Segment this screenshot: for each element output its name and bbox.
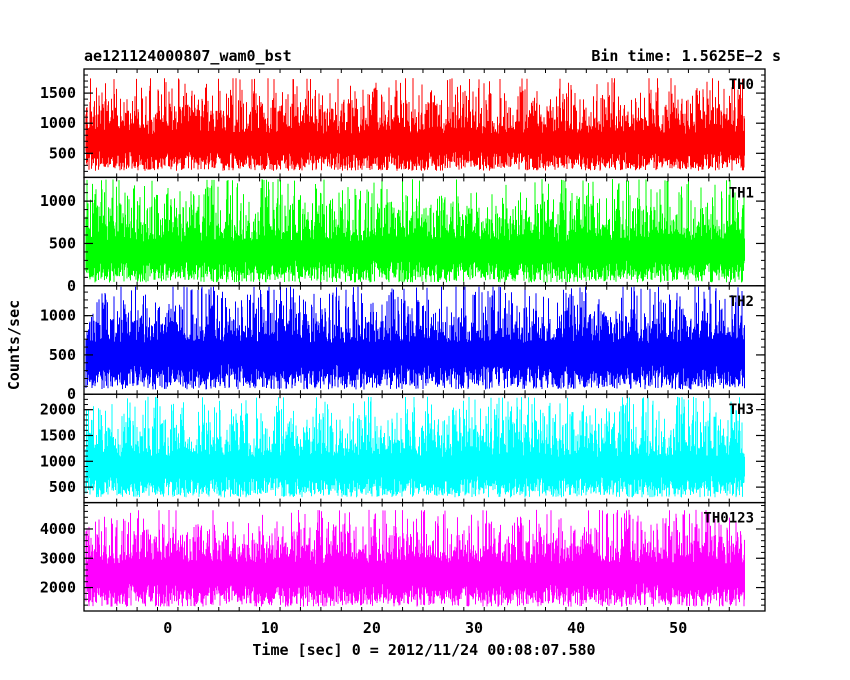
panel-label-th0123: TH0123: [703, 511, 754, 527]
panel-th0123: 2000 3000 4000 TH0123: [40, 501, 766, 612]
y-tick-label: 1000: [40, 114, 76, 132]
panel-label-th3: TH3: [729, 402, 754, 418]
y-tick-label: 500: [49, 144, 76, 162]
panel-th3: 500 1000 1500 2000 TH3: [40, 393, 766, 504]
header-left-title: ae121124000807_wam0_bst: [84, 47, 292, 65]
panel-th1: 0 500 1000 TH1: [40, 176, 766, 295]
y-tick-label: 4000: [40, 520, 76, 538]
y-tick-label: 1500: [40, 426, 76, 444]
header-right-title: Bin time: 1.5625E−2 s: [591, 47, 781, 65]
x-axis: 0 10 20 30 40 50: [163, 619, 687, 637]
y-tick-label: 500: [49, 346, 76, 364]
y-tick-label: 1500: [40, 84, 76, 102]
x-tick-label: 0: [163, 619, 172, 637]
y-tick-label: 500: [49, 478, 76, 496]
x-tick-label: 10: [261, 619, 279, 637]
y-tick-label: 0: [67, 385, 76, 403]
x-tick-label: 20: [363, 619, 381, 637]
panel-label-th1: TH1: [729, 185, 754, 201]
x-axis-label: Time [sec] 0 = 2012/11/24 00:08:07.580: [252, 641, 595, 659]
y-tick-label: 3000: [40, 549, 76, 567]
panel-frame: [83, 501, 766, 612]
y-tick-label: 500: [49, 234, 76, 252]
series-th0-trace: [85, 78, 745, 171]
panels-group: 500 1000 1500 TH0 0 500 1000 TH1 0 500 1000 TH2 500 1…: [40, 68, 766, 612]
panel-label-th2: TH2: [729, 294, 754, 310]
y-axis-label: Counts/sec: [5, 300, 23, 390]
series-th1-trace: [85, 179, 745, 283]
y-tick-label: 1000: [40, 192, 76, 210]
panel-label-th0: TH0: [729, 77, 754, 93]
y-tick-label: 1000: [40, 307, 76, 325]
series-th2-trace: [85, 286, 745, 390]
y-tick-label: 0: [67, 277, 76, 295]
series-th3-trace: [85, 396, 745, 498]
x-tick-label: 50: [669, 619, 687, 637]
series-th0123-trace: [85, 509, 745, 607]
y-tick-label: 2000: [40, 401, 76, 419]
panel-th0: 500 1000 1500 TH0: [40, 68, 766, 179]
y-tick-label: 2000: [40, 579, 76, 597]
x-tick-label: 30: [465, 619, 483, 637]
x-tick-label: 40: [567, 619, 585, 637]
panel-th2: 0 500 1000 TH2: [40, 285, 766, 403]
y-tick-label: 1000: [40, 452, 76, 470]
